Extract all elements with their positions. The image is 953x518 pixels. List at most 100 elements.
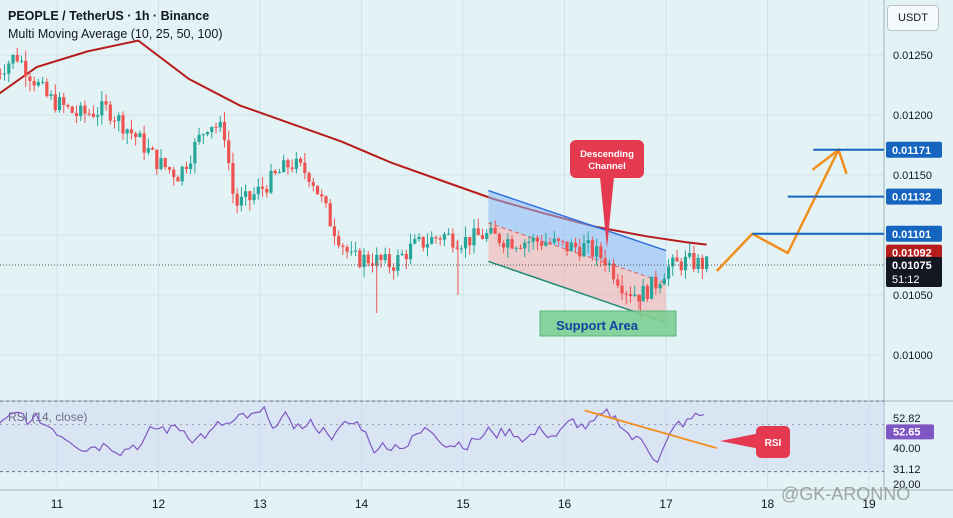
candle-body <box>599 246 603 259</box>
candle-body <box>112 120 117 122</box>
candle-body <box>49 94 53 97</box>
candle-body <box>167 167 172 170</box>
price-tick-label: 0.01000 <box>893 350 933 362</box>
candle-body <box>244 191 248 197</box>
candle-body <box>197 134 201 142</box>
target-price-tag: 0.01171 <box>892 145 931 157</box>
candle-body <box>66 105 70 107</box>
candle-body <box>286 160 290 168</box>
candle-body <box>299 158 303 163</box>
candle-body <box>459 248 463 250</box>
countdown-tag: 51:12 <box>892 274 920 286</box>
candle-body <box>87 113 91 115</box>
candle-body <box>142 133 146 153</box>
candle-body <box>569 242 573 252</box>
candle-body <box>260 186 265 189</box>
candle-body <box>455 247 459 249</box>
rsi-tick-label: 31.12 <box>893 464 921 476</box>
candle-body <box>688 253 692 257</box>
price-axis: 0.012500.012000.011500.011000.010500.010… <box>886 50 942 491</box>
candle-body <box>332 226 337 237</box>
candle-body <box>645 285 649 299</box>
candle-body <box>273 170 277 174</box>
time-tick-label: 14 <box>355 497 369 511</box>
indicator-label[interactable]: Multi Moving Average (10, 25, 50, 100) <box>8 27 223 41</box>
candle-body <box>476 228 480 236</box>
target-price-tag-bg <box>886 141 942 158</box>
candle-body <box>531 237 535 242</box>
candle-body <box>222 121 227 141</box>
candle-body <box>607 263 611 266</box>
candle-body <box>252 194 256 201</box>
time-tick-label: 19 <box>862 497 876 511</box>
candle-body <box>11 54 15 64</box>
candle-body <box>315 185 320 195</box>
candle-body <box>624 293 628 295</box>
candle-body <box>430 237 434 244</box>
candle-body <box>303 162 307 174</box>
price-tick-label: 0.01150 <box>893 170 932 182</box>
candle-body <box>561 240 565 242</box>
candle-body <box>193 141 197 164</box>
target-price-tag-bg <box>886 225 942 242</box>
time-tick-label: 18 <box>761 497 775 511</box>
chart-title: PEOPLE / TetherUS · 1h · Binance <box>8 9 210 23</box>
candle-body <box>434 237 438 239</box>
candle-body <box>438 238 442 240</box>
time-tick-label: 16 <box>558 497 572 511</box>
candle-body <box>573 242 578 248</box>
rsi-callout-label: RSI <box>765 438 782 449</box>
currency-button[interactable]: USDT <box>887 5 939 31</box>
candle-body <box>176 177 180 182</box>
candle-body <box>294 158 298 170</box>
support-area-box <box>539 310 677 337</box>
candle-body <box>227 140 231 164</box>
rsi-callout <box>756 426 790 458</box>
candle-body <box>396 255 400 271</box>
candle-body <box>375 254 379 266</box>
channel-mid-line <box>488 222 667 284</box>
candle-body <box>595 246 599 257</box>
rsi-tick-label: 52.82 <box>893 413 921 425</box>
candle-body <box>696 257 700 269</box>
candle-body <box>62 97 66 106</box>
channel-upper-line <box>488 189 667 252</box>
descending-channel-label: Channel <box>588 161 625 172</box>
candle-body <box>654 276 658 289</box>
candle-body <box>15 54 19 62</box>
rsi-divergence-line <box>584 409 717 449</box>
candle-body <box>514 247 518 249</box>
candle-body <box>125 129 129 134</box>
candle-body <box>662 278 666 285</box>
candle-body <box>184 166 189 170</box>
candle-body <box>256 186 260 195</box>
rsi-current-tag: 52.65 <box>893 426 921 438</box>
candle-body <box>383 254 387 261</box>
candle-body <box>480 235 485 239</box>
candle-body <box>345 246 349 252</box>
target-price-tag: 0.01101 <box>892 229 931 241</box>
time-tick-label: 13 <box>253 497 267 511</box>
last-price-tag-bg <box>886 257 942 287</box>
candle-body <box>489 227 493 234</box>
candle-body <box>586 240 590 244</box>
candle-body <box>45 81 49 97</box>
candle-body <box>7 63 11 74</box>
price-tick-label: 0.01050 <box>893 290 933 302</box>
candle-body <box>611 263 616 280</box>
candle-body <box>117 115 121 122</box>
price-tick-label: 0.01250 <box>893 50 933 62</box>
support-area-label: Support Area <box>556 318 639 333</box>
candle-body <box>366 254 370 264</box>
candle-body <box>172 169 176 178</box>
descending-channel-pointer <box>600 177 614 248</box>
candle-body <box>641 285 645 302</box>
candle-body <box>666 266 671 279</box>
candle-body <box>425 243 430 248</box>
candle-body <box>692 253 696 269</box>
candle-body <box>57 97 62 111</box>
candle-body <box>590 240 595 257</box>
candles <box>0 47 709 319</box>
candle-body <box>328 203 332 227</box>
